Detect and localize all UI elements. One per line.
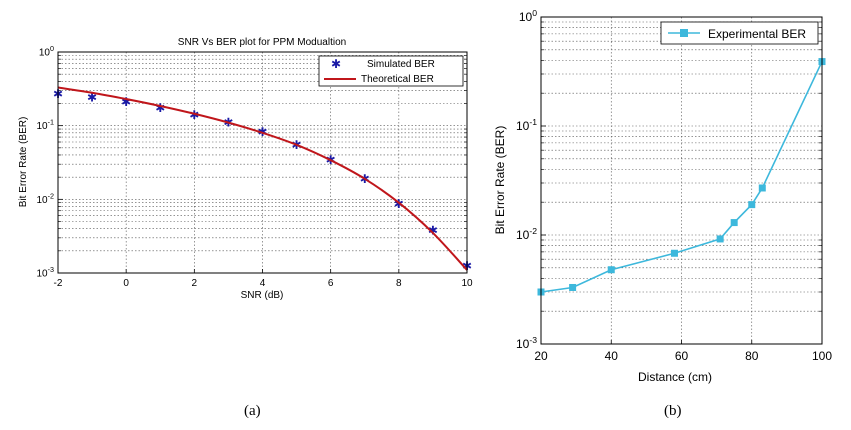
chart-b-y-tick-label-2: 10-1 <box>516 117 537 133</box>
chart-a-x-tick-label-2: 2 <box>192 278 198 289</box>
chart-b: 20 40 60 80 100 10-3 10-2 10-1 100 Distance (cm… <box>493 8 832 384</box>
chart-b-legend-label-0: Experimental BER <box>708 27 806 41</box>
chart-b-series-0-point-5 <box>730 219 738 227</box>
chart-b-series-0-point-1 <box>569 283 577 291</box>
chart-a-series-0-point-2: ✱ <box>121 95 131 109</box>
chart-a-x-ticks: -2 0 2 4 6 8 10 <box>54 269 473 289</box>
chart-a-legend-label-0: Simulated BER <box>367 59 435 70</box>
chart-a-legend: ✱ Simulated BER Theoretical BER <box>318 55 464 87</box>
chart-b-y-tick-label-3: 100 <box>519 8 537 24</box>
chart-b-xlabel: Distance (cm) <box>638 370 712 384</box>
chart-a-legend-glyph-0: ✱ <box>331 57 341 71</box>
chart-a-y-tick-label-3: 100 <box>39 44 54 59</box>
chart-b-series-0-point-2 <box>607 266 615 274</box>
chart-a-xlabel: SNR (dB) <box>241 290 284 301</box>
chart-b-y-tick-label-0: 10-3 <box>516 335 537 351</box>
chart-a-x-tick-label-4: 6 <box>328 278 334 289</box>
chart-b-ylabel: Bit Error Rate (BER) <box>493 126 507 235</box>
chart-b-y-ticks: 10-3 10-2 10-1 100 <box>516 8 546 351</box>
chart-a: SNR Vs BER plot for PPM Modualtion ✱ ✱ ✱ ✱✱… <box>18 37 473 301</box>
chart-a-series-1-line <box>57 86 468 271</box>
chart-b-series-0-point-4 <box>716 235 724 243</box>
chart-b-x-tick-label-1: 40 <box>605 349 619 363</box>
chart-a-ylabel: Bit Error Rate (BER) <box>18 117 29 208</box>
chart-a-y-tick-label-2: 10-1 <box>36 118 54 133</box>
chart-b-series-0-point-3 <box>670 249 678 257</box>
chart-b-legend-glyph-marker <box>680 29 688 37</box>
caption-a: (a) <box>244 403 261 419</box>
chart-b-x-tick-label-0: 20 <box>534 349 548 363</box>
chart-a-y-tick-label-0: 10-3 <box>36 265 54 280</box>
chart-b-legend: Experimental BER <box>660 21 819 45</box>
chart-a-x-tick-label-1: 0 <box>123 278 129 289</box>
chart-a-x-tick-label-6: 10 <box>461 278 473 289</box>
chart-b-series-0-point-6 <box>748 201 756 209</box>
chart-a-y-tick-label-1: 10-2 <box>36 191 54 206</box>
chart-a-x-tick-label-0: -2 <box>54 278 63 289</box>
chart-a-x-tick-label-5: 8 <box>396 278 402 289</box>
chart-a-series-0-point-1: ✱ <box>87 91 97 105</box>
chart-a-series-0-point-3: ✱ <box>155 101 165 115</box>
chart-b-series-0-point-7 <box>758 184 766 192</box>
chart-a-x-tick-label-3: 4 <box>260 278 266 289</box>
chart-a-series-0-point-4: ✱ <box>189 108 199 122</box>
chart-b-plot-area <box>541 17 822 344</box>
chart-a-legend-box <box>318 55 464 87</box>
chart-b-legend-box <box>660 21 819 45</box>
chart-a-legend-label-1: Theoretical BER <box>361 74 434 85</box>
chart-b-y-tick-label-1: 10-2 <box>516 226 537 242</box>
chart-b-x-tick-label-2: 60 <box>675 349 689 363</box>
chart-b-x-tick-label-4: 100 <box>812 349 832 363</box>
caption-b: (b) <box>664 403 682 419</box>
chart-a-series-0-point-10: ✱ <box>394 197 404 211</box>
chart-b-x-ticks: 20 40 60 80 100 <box>534 340 832 363</box>
chart-b-x-tick-label-3: 80 <box>745 349 759 363</box>
chart-a-y-ticks: 10-3 10-2 10-1 100 <box>36 44 63 280</box>
chart-a-series-0-point-11: ✱ <box>428 223 438 237</box>
chart-a-title: SNR Vs BER plot for PPM Modualtion <box>178 37 346 48</box>
chart-a-plot-area <box>58 52 467 273</box>
